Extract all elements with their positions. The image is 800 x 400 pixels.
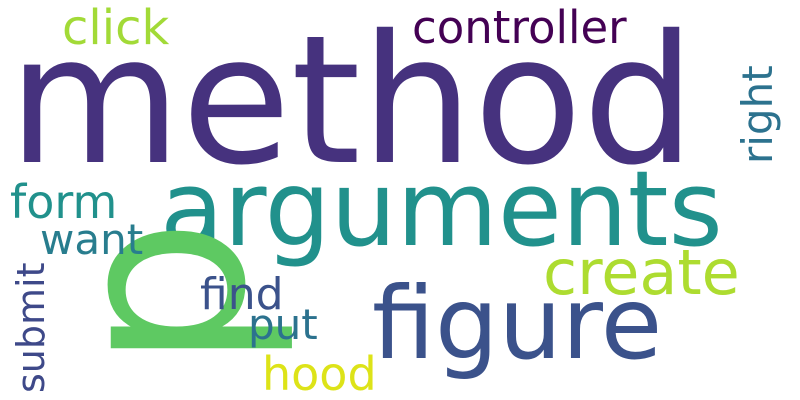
word-put: put — [248, 300, 318, 349]
word-method: method — [8, 0, 695, 204]
word-right: right — [733, 65, 782, 164]
word-form: form — [10, 175, 117, 229]
word-create: create — [543, 236, 740, 309]
word-want: want — [40, 215, 143, 264]
word-p: p — [19, 218, 299, 370]
word-click: click — [62, 0, 169, 56]
word-controller: controller — [412, 1, 627, 54]
word-find: find — [200, 269, 284, 320]
word-figure: figure — [372, 265, 662, 382]
word-hood: hood — [262, 347, 377, 400]
word-arguments: arguments — [160, 148, 723, 270]
word-submit: submit — [9, 263, 53, 393]
